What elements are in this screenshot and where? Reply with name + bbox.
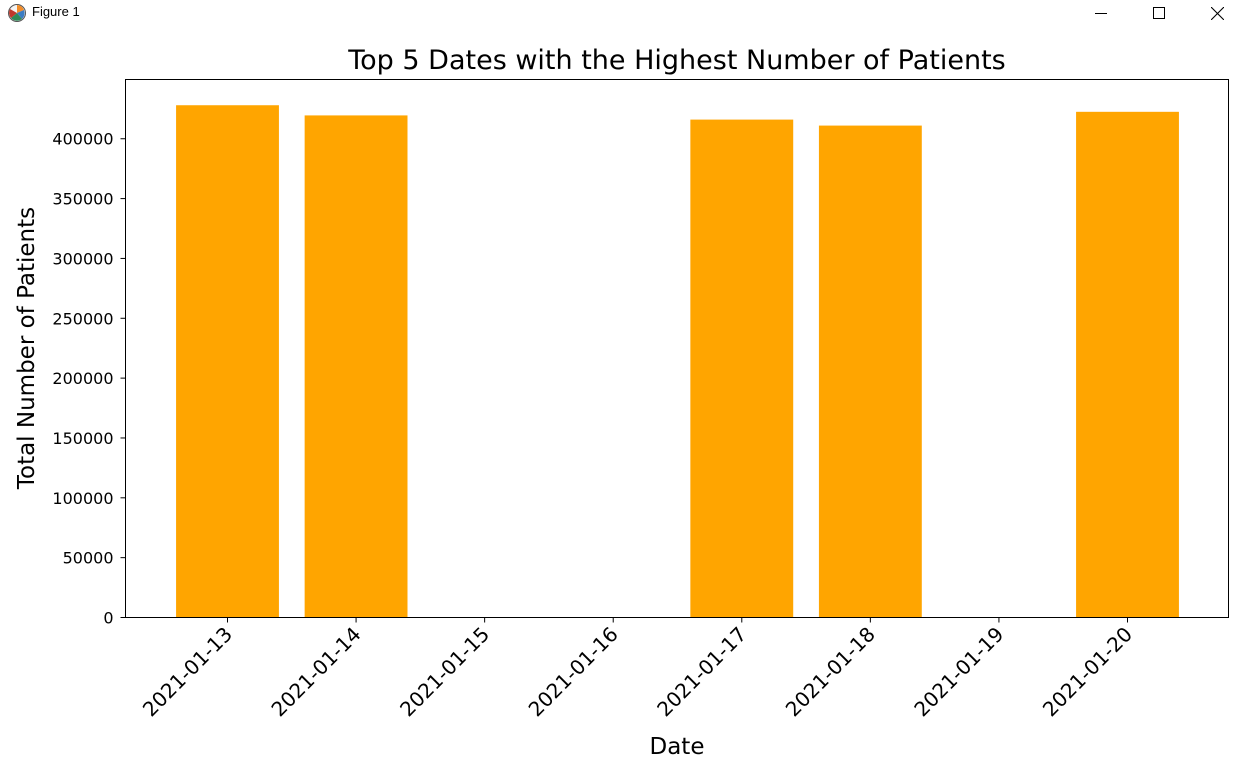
y-axis: 0 50000 100000 150000 200000 250000 300000 3500…	[52, 130, 126, 628]
chart-title: Top 5 Dates with the Highest Number of P…	[347, 45, 1005, 76]
minimize-button[interactable]	[1072, 0, 1130, 26]
x-tick-label: 2021-01-14	[266, 622, 365, 721]
x-tick-label: 2021-01-19	[909, 622, 1008, 721]
bars-group	[176, 105, 1179, 618]
y-tick-label: 200000	[52, 369, 113, 388]
close-button[interactable]	[1188, 0, 1242, 26]
window-titlebar: Figure 1	[0, 0, 1242, 26]
plot-area-frame	[125, 79, 1229, 618]
y-tick-label: 250000	[52, 309, 113, 328]
bar-2021-01-17	[690, 119, 794, 618]
bar-chart: Top 5 Dates with the Highest Number of P…	[14, 45, 1229, 760]
y-tick-label: 400000	[52, 130, 113, 149]
minimize-icon	[1095, 13, 1107, 14]
y-tick-label: 0	[103, 609, 113, 628]
matplotlib-figure-icon	[8, 4, 26, 22]
bar-2021-01-18	[818, 125, 922, 618]
y-tick-label: 350000	[52, 190, 113, 209]
y-tick-label: 50000	[63, 549, 114, 568]
x-axis-label: Date	[650, 734, 705, 760]
x-tick-label: 2021-01-13	[138, 622, 237, 721]
bar-2021-01-14	[304, 115, 408, 618]
x-axis: 2021-01-13 2021-01-14 2021-01-15 2021-01-16…	[138, 617, 1137, 721]
y-tick-label: 150000	[52, 429, 113, 448]
x-tick-label: 2021-01-17	[652, 622, 751, 721]
x-tick-label: 2021-01-18	[781, 622, 880, 721]
y-tick-label: 300000	[52, 249, 113, 268]
x-tick-label: 2021-01-16	[524, 622, 623, 721]
x-tick-label: 2021-01-20	[1038, 622, 1137, 721]
y-axis-label: Total Number of Patients	[14, 207, 40, 490]
y-tick-label: 100000	[52, 489, 113, 508]
bar-2021-01-13	[176, 105, 279, 618]
window-title: Figure 1	[32, 4, 80, 19]
maximize-button[interactable]	[1130, 0, 1188, 26]
bar-2021-01-20	[1076, 111, 1179, 618]
x-tick-label: 2021-01-15	[395, 622, 494, 721]
close-icon	[1210, 6, 1224, 20]
maximize-icon	[1153, 7, 1165, 19]
